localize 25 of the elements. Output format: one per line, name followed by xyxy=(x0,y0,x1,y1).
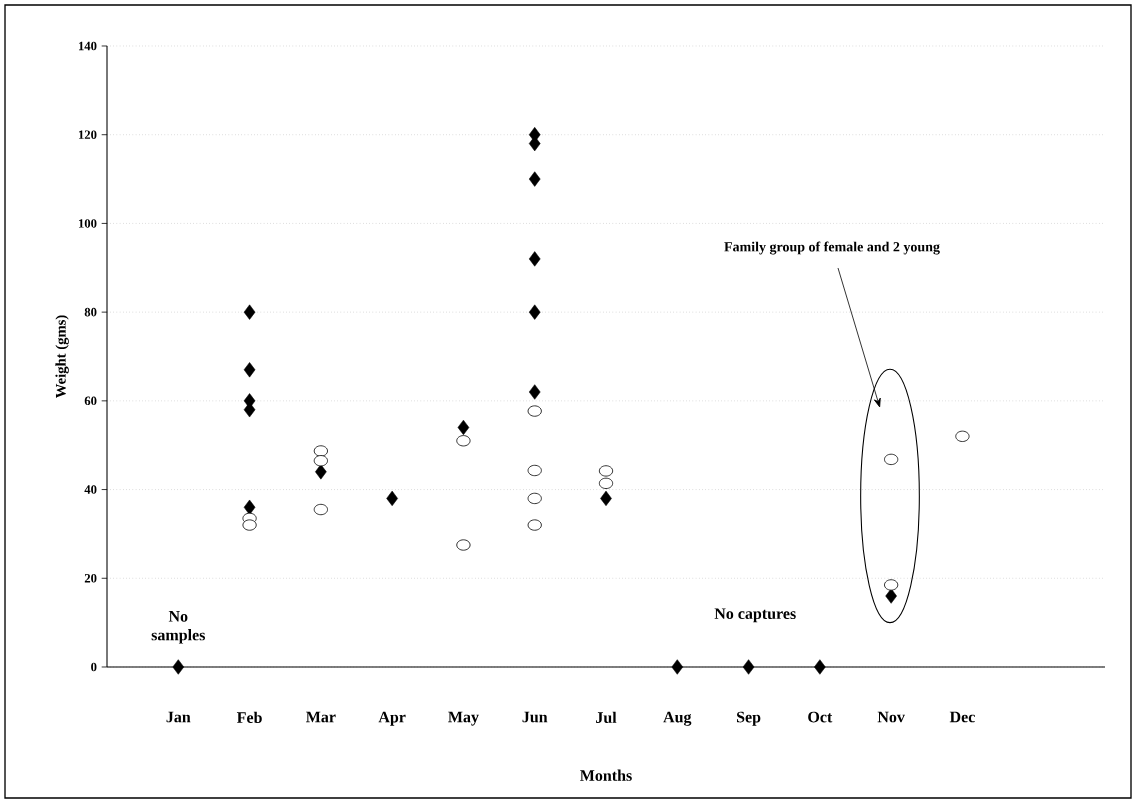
y-tick-label: 60 xyxy=(84,396,97,406)
x-tick-label: Nov xyxy=(877,711,905,723)
y-tick-label: 140 xyxy=(78,41,97,51)
y-tick-label: 20 xyxy=(84,574,97,583)
x-tick-label: May xyxy=(448,711,479,726)
y-axis-title: Weight (gms) xyxy=(55,315,69,399)
x-tick-label: Jul xyxy=(596,711,617,723)
annotation: No samples xyxy=(151,611,206,644)
x-tick-label: Aug xyxy=(663,711,692,726)
x-tick-label: Mar xyxy=(306,711,336,723)
x-tick-label: Jan xyxy=(166,711,191,723)
x-tick-label: Sep xyxy=(736,711,761,726)
x-tick-label: Dec xyxy=(949,711,975,723)
y-tick-label: 80 xyxy=(84,307,97,317)
y-tick-label: 0 xyxy=(91,662,97,672)
y-tick-label: 40 xyxy=(84,485,97,494)
y-tick-label: 100 xyxy=(78,219,97,228)
x-tick-label: Feb xyxy=(236,711,262,723)
annotation: No captures xyxy=(714,608,796,623)
x-tick-label: Jun xyxy=(522,711,548,723)
y-tick-label: 120 xyxy=(78,130,97,139)
annotation: Family group of female and 2 young xyxy=(724,241,940,255)
x-tick-label: Oct xyxy=(808,711,833,723)
x-tick-label: Apr xyxy=(378,711,406,726)
x-axis-title: Months xyxy=(580,769,632,781)
